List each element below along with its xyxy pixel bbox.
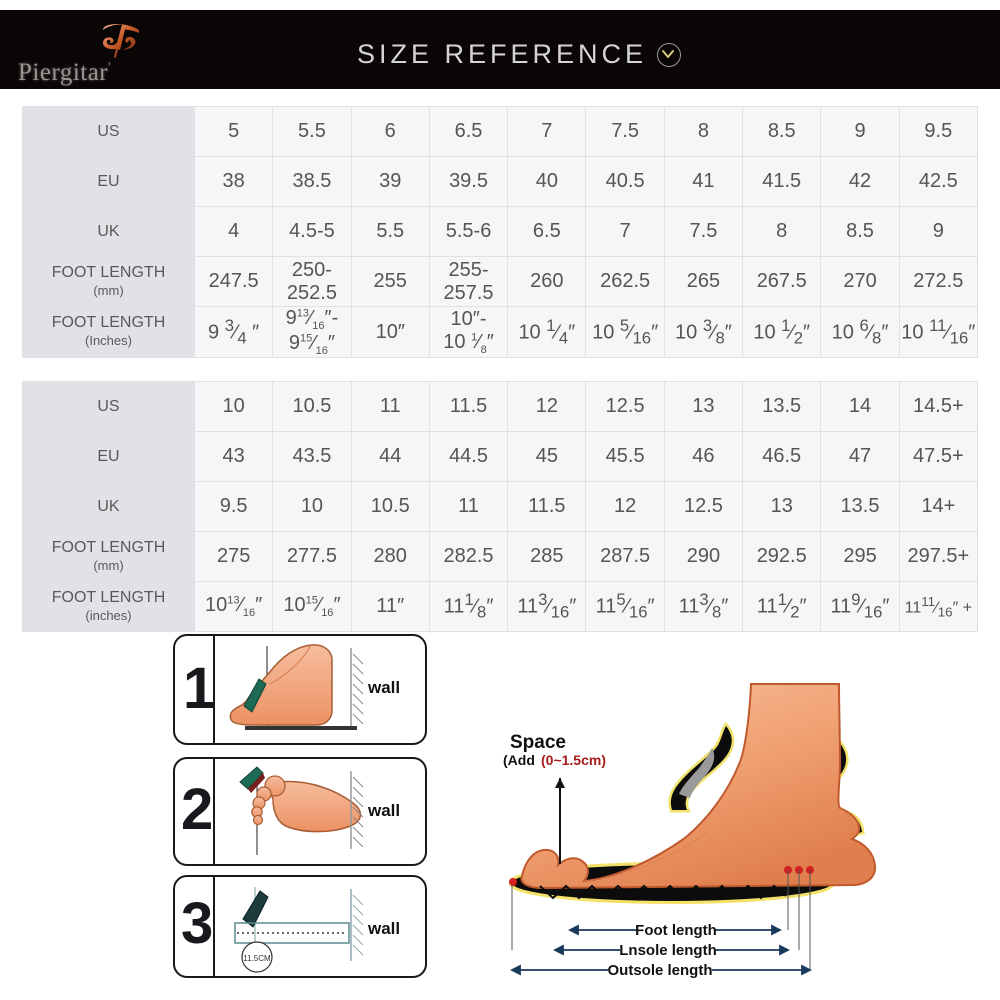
svg-text:Outsole length: Outsole length — [608, 962, 713, 979]
svg-text:(Add: (Add — [503, 752, 535, 768]
svg-text:wall: wall — [367, 919, 400, 938]
svg-text:Space: Space — [510, 732, 566, 753]
svg-text:wall: wall — [367, 801, 400, 820]
svg-text:Foot length: Foot length — [635, 922, 717, 939]
svg-text:(0~1.5cm): (0~1.5cm) — [541, 752, 606, 768]
svg-text:Lnsole length: Lnsole length — [619, 942, 717, 959]
svg-text:11.5CM: 11.5CM — [243, 954, 271, 963]
svg-text:wall: wall — [367, 678, 400, 697]
